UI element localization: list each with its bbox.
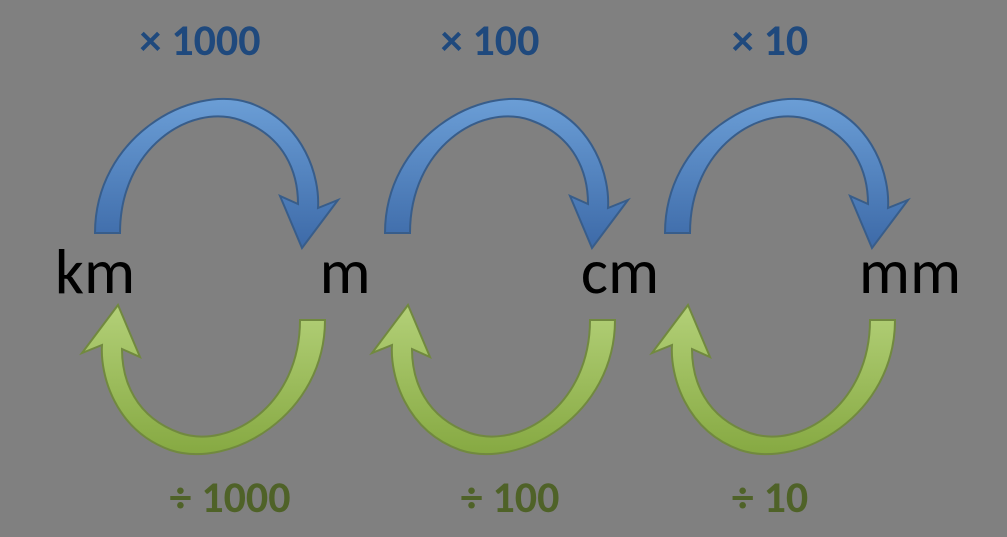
arrow-mm-to-cm [650, 315, 910, 475]
unit-cm: cm [560, 240, 680, 304]
unit-m: m [305, 240, 385, 304]
op-label-mm-to-cm: ÷ 10 [680, 475, 860, 519]
arrow-km-to-m [80, 78, 340, 238]
op-label-cm-to-m: ÷ 100 [410, 475, 610, 519]
op-label-m-to-km: ÷ 1000 [120, 475, 340, 519]
arrow-cm-to-m [370, 315, 630, 475]
unit-km: km [35, 240, 155, 304]
op-label-m-to-cm: × 100 [390, 18, 590, 62]
op-label-cm-to-mm: × 10 [680, 18, 860, 62]
arrow-m-to-km [80, 315, 340, 475]
arrow-cm-to-mm [650, 78, 910, 238]
arrow-m-to-cm [370, 78, 630, 238]
metric-conversion-diagram: × 1000 × 100 × 10 km m [0, 0, 1007, 537]
unit-mm: mm [840, 240, 980, 304]
op-label-km-to-m: × 1000 [90, 18, 310, 62]
